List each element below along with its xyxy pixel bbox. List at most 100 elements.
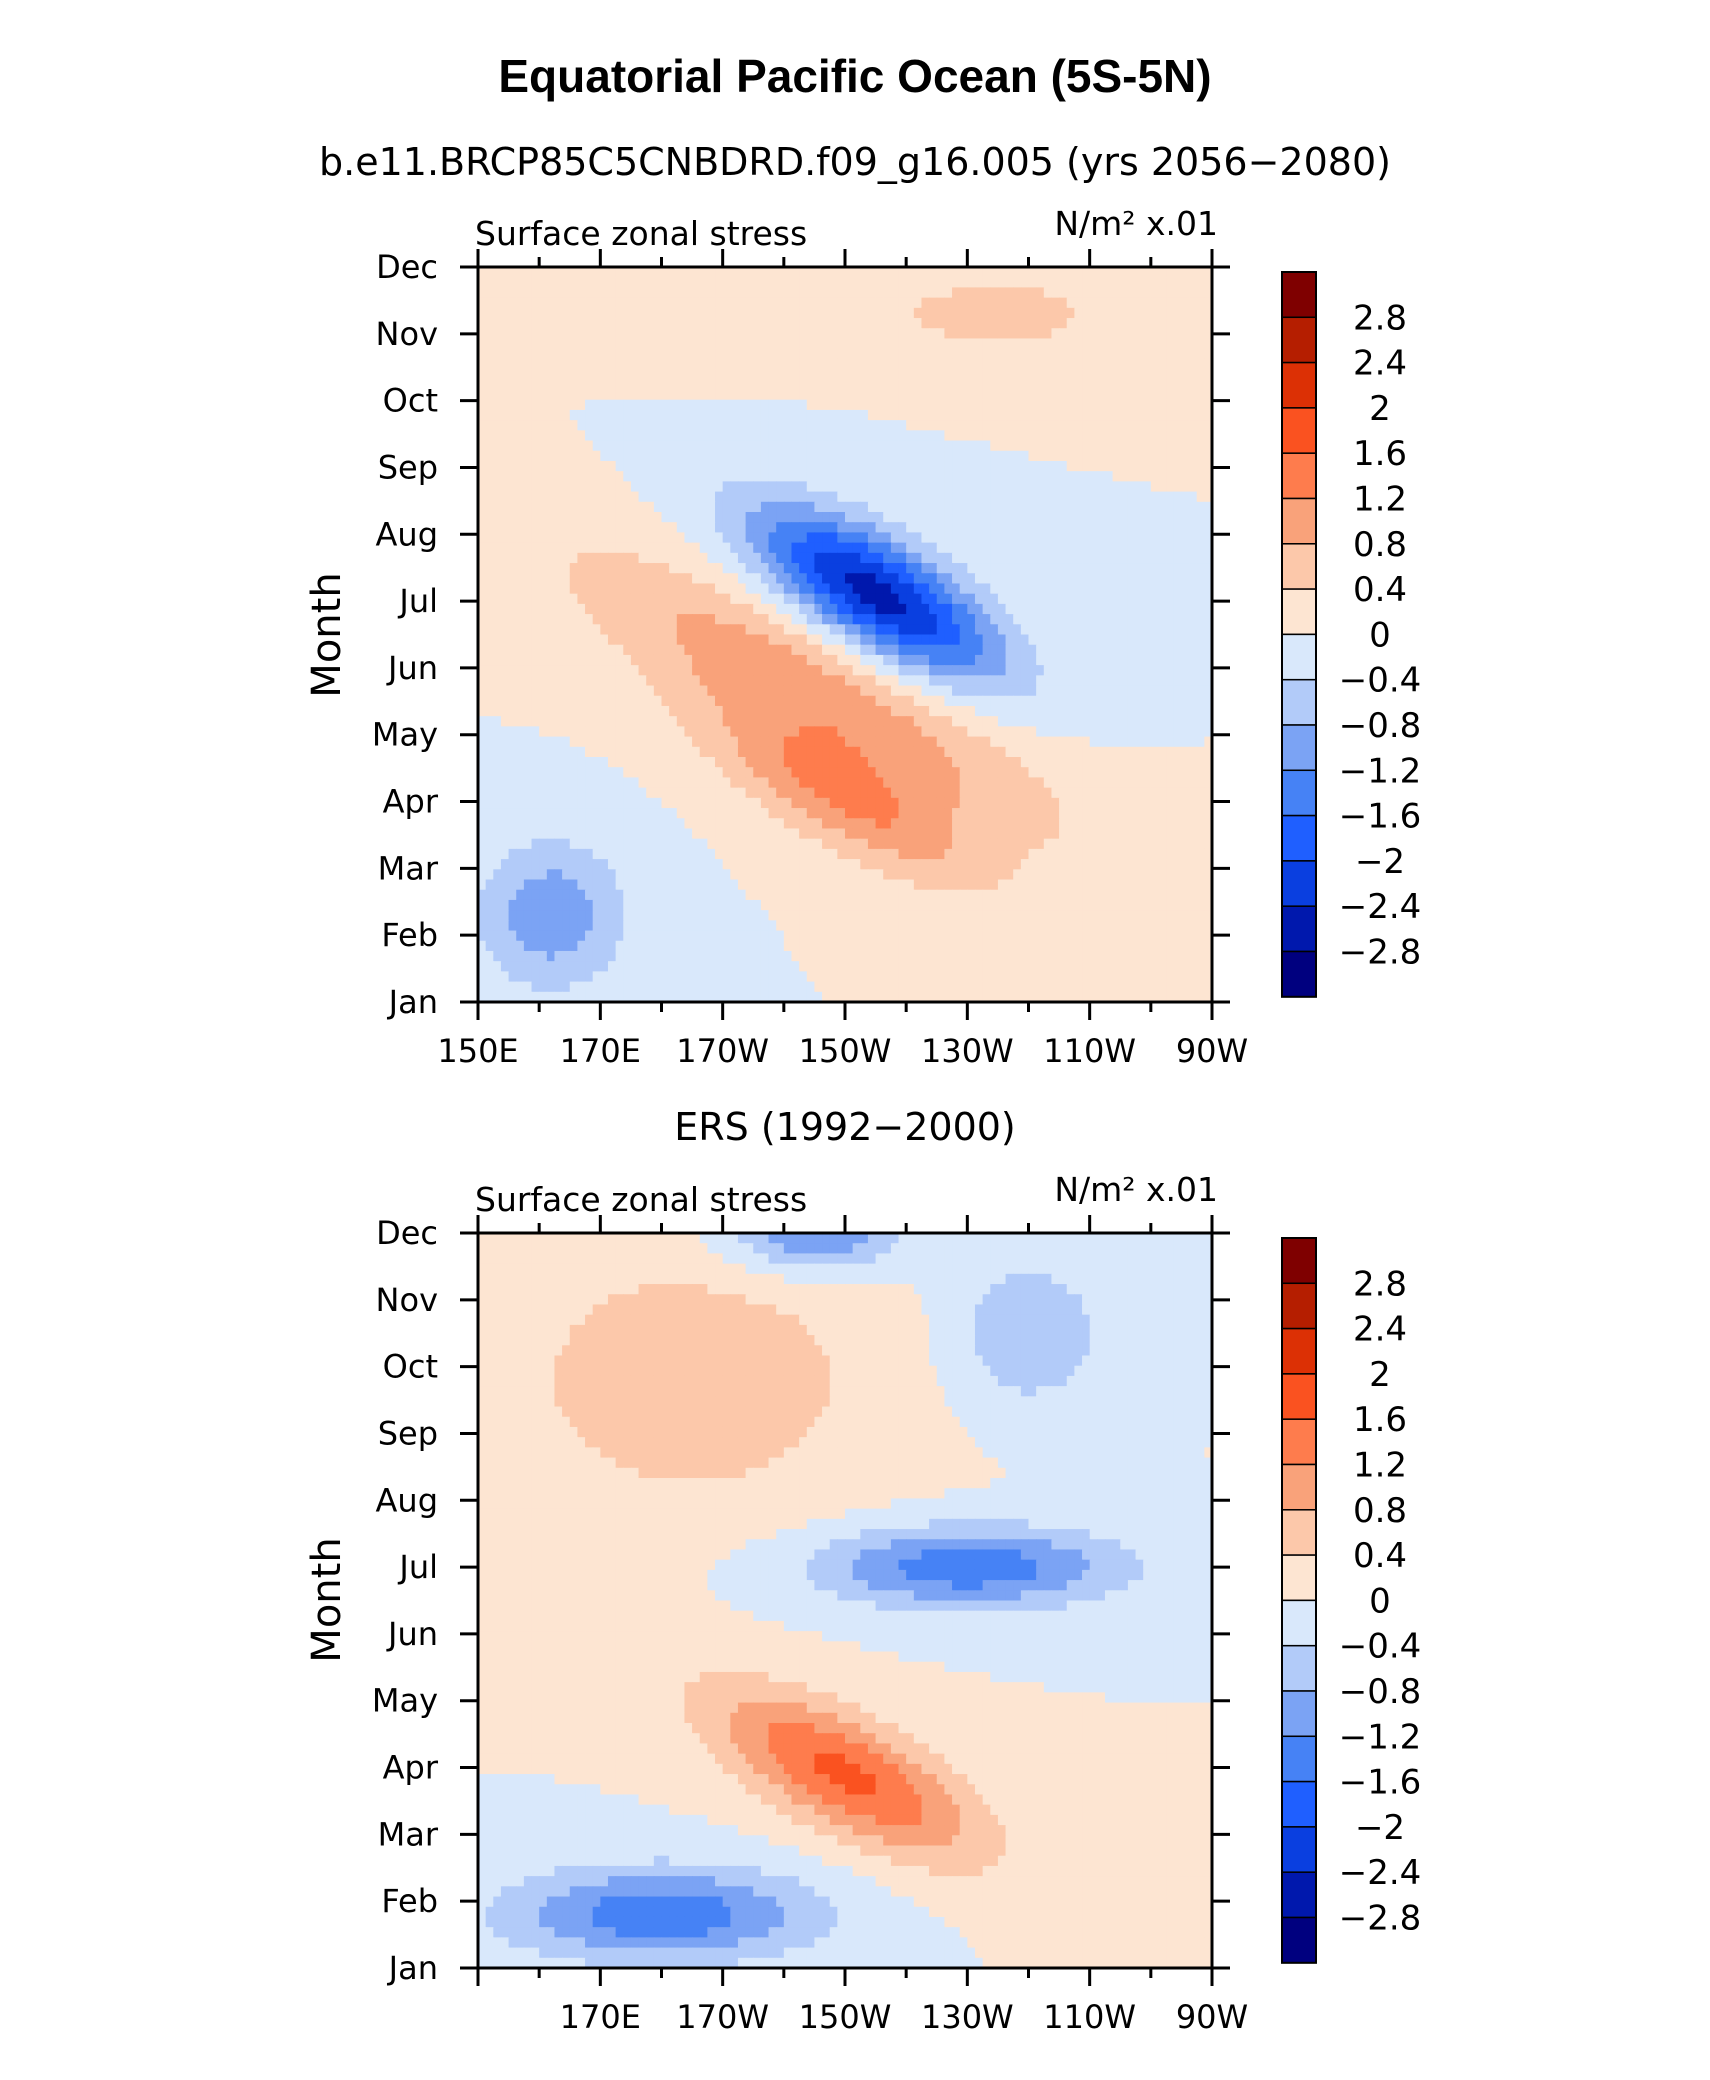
contour-cell	[1173, 665, 1183, 676]
contour-cell	[967, 389, 976, 401]
contour-cell	[890, 757, 900, 768]
contour-cell	[737, 757, 747, 768]
contour-cell	[1013, 624, 1022, 636]
contour-cell	[500, 358, 510, 370]
contour-cell	[1089, 777, 1098, 789]
contour-cell	[661, 399, 670, 411]
contour-cell	[661, 460, 670, 472]
contour-cell	[806, 348, 816, 360]
contour-cell	[860, 307, 869, 319]
contour-cell	[523, 777, 533, 789]
contour-cell	[1028, 522, 1037, 534]
contour-cell	[967, 726, 976, 738]
contour-cell	[1059, 695, 1068, 707]
contour-cell	[646, 654, 655, 666]
contour-cell	[997, 767, 1007, 779]
contour-cell	[952, 787, 961, 799]
contour-cell	[921, 726, 930, 738]
contour-cell	[1120, 369, 1129, 380]
contour-cell	[1013, 522, 1022, 534]
contour-cell	[852, 389, 861, 401]
contour-cell	[692, 379, 701, 391]
contour-cell	[1082, 420, 1091, 431]
contour-cell	[1189, 348, 1198, 360]
contour-cell	[745, 267, 754, 278]
contour-cell	[1097, 634, 1106, 646]
contour-cell	[867, 634, 877, 646]
contour-cell	[737, 583, 747, 595]
contour-cell	[592, 389, 601, 401]
contour-cell	[852, 624, 861, 636]
contour-cell	[799, 399, 808, 411]
contour-cell	[554, 369, 563, 380]
contour-cell	[760, 287, 770, 299]
contour-cell	[913, 307, 923, 319]
contour-cell	[1074, 471, 1083, 482]
contour-cell	[1181, 736, 1190, 748]
contour-cell	[906, 440, 915, 452]
contour-cell	[1135, 736, 1144, 748]
contour-cell	[1066, 379, 1075, 391]
contour-cell	[730, 491, 739, 503]
contour-cell	[531, 440, 540, 452]
contour-cell	[845, 460, 854, 472]
contour-cell	[806, 460, 816, 472]
contour-cell	[615, 563, 624, 574]
contour-cell	[852, 512, 861, 523]
contour-cell	[776, 675, 785, 687]
contour-cell	[1043, 379, 1053, 391]
contour-cell	[822, 665, 831, 676]
contour-cell	[1135, 634, 1144, 646]
contour-cell	[692, 746, 701, 758]
contour-cell	[967, 685, 976, 697]
contour-cell	[952, 420, 961, 431]
contour-cell	[852, 522, 861, 534]
contour-cell	[615, 736, 624, 748]
contour-cell	[531, 277, 540, 289]
contour-cell	[967, 654, 976, 666]
contour-cell	[737, 409, 747, 421]
contour-cell	[814, 746, 823, 758]
contour-cell	[791, 460, 800, 472]
contour-cell	[1173, 328, 1183, 340]
contour-cell	[1166, 501, 1175, 513]
contour-cell	[952, 450, 961, 462]
contour-cell	[546, 542, 556, 554]
contour-cell	[523, 716, 533, 727]
contour-cell	[638, 552, 647, 564]
contour-cell	[822, 379, 831, 391]
contour-cell	[653, 501, 663, 513]
contour-cell	[1143, 338, 1152, 350]
contour-cell	[692, 267, 701, 278]
contour-cell	[1112, 614, 1121, 625]
contour-cell	[478, 277, 487, 289]
contour-cell	[531, 665, 540, 676]
contour-cell	[974, 695, 984, 707]
contour-cell	[845, 685, 854, 697]
contour-cell	[684, 634, 693, 646]
contour-cell	[478, 338, 487, 350]
contour-cell	[875, 369, 884, 380]
contour-cell	[630, 675, 640, 687]
contour-cell	[1104, 532, 1114, 544]
contour-cell	[607, 654, 617, 666]
contour-cell	[692, 736, 701, 748]
contour-cell	[913, 379, 923, 391]
contour-cell	[913, 542, 923, 554]
contour-cell	[760, 593, 770, 605]
contour-cell	[1112, 583, 1121, 595]
contour-cell	[646, 277, 655, 289]
contour-cell	[485, 583, 494, 595]
contour-cell	[569, 726, 578, 738]
contour-cell	[1112, 328, 1121, 340]
contour-cell	[1189, 685, 1198, 697]
contour-cell	[913, 471, 923, 482]
contour-cell	[1089, 624, 1098, 636]
contour-cell	[745, 583, 754, 595]
contour-cell	[508, 481, 517, 493]
contour-cell	[799, 297, 808, 309]
contour-cell	[676, 685, 686, 697]
contour-cell	[883, 338, 892, 350]
contour-cell	[1158, 787, 1167, 799]
contour-cell	[669, 440, 678, 452]
